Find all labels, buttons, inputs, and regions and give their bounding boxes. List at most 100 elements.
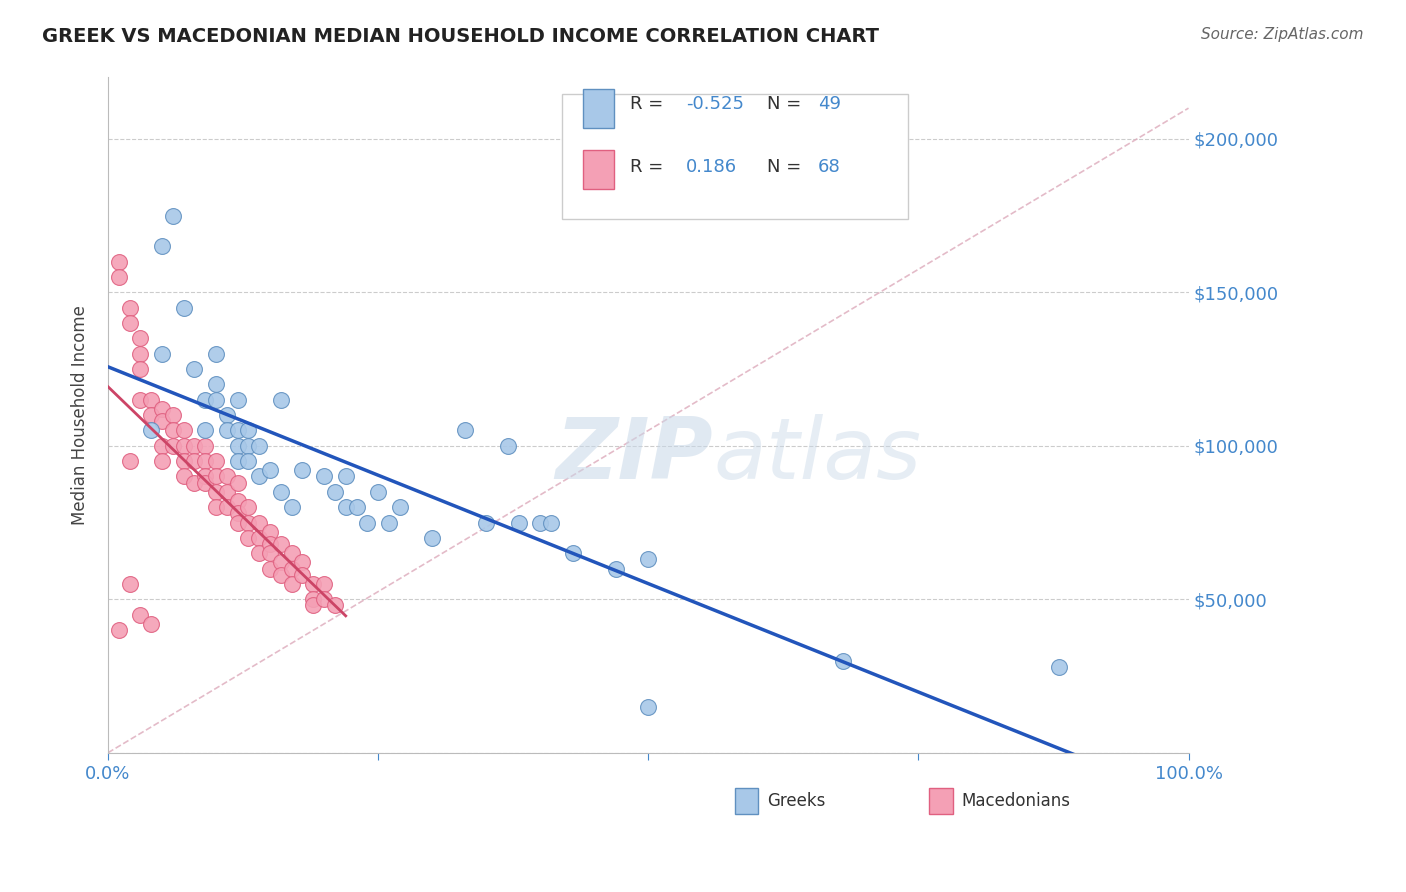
Point <box>194 392 217 407</box>
Point <box>346 500 368 515</box>
Point <box>215 469 238 483</box>
Text: 68: 68 <box>818 158 841 177</box>
Point <box>141 408 163 422</box>
Point <box>314 469 336 483</box>
Point <box>335 500 357 515</box>
Point <box>226 516 249 530</box>
Point <box>205 347 228 361</box>
Y-axis label: Median Household Income: Median Household Income <box>72 305 89 525</box>
Point <box>194 475 217 490</box>
Point <box>215 500 238 515</box>
Text: Macedonians: Macedonians <box>962 792 1070 810</box>
Point <box>453 424 475 438</box>
Point <box>129 607 152 622</box>
Point <box>238 531 260 545</box>
Point <box>215 424 238 438</box>
Point <box>508 516 530 530</box>
Point <box>291 556 314 570</box>
Point <box>259 537 281 551</box>
Text: atlas: atlas <box>713 414 921 497</box>
Point <box>129 392 152 407</box>
Point <box>129 347 152 361</box>
Point <box>238 454 260 468</box>
Point <box>247 531 270 545</box>
Point <box>118 577 141 591</box>
Point <box>118 316 141 330</box>
Text: -0.525: -0.525 <box>686 95 744 113</box>
Point <box>247 439 270 453</box>
Point <box>280 577 302 591</box>
Point <box>226 494 249 508</box>
Point <box>238 500 260 515</box>
Point <box>356 516 378 530</box>
Text: Source: ZipAtlas.com: Source: ZipAtlas.com <box>1201 27 1364 42</box>
Point <box>107 269 129 284</box>
Point <box>226 424 249 438</box>
Bar <box>929 788 953 814</box>
Point <box>183 454 205 468</box>
Point <box>247 516 270 530</box>
Point <box>323 484 346 499</box>
Point <box>367 484 389 499</box>
Text: Greeks: Greeks <box>768 792 825 810</box>
Point <box>150 347 173 361</box>
Text: 49: 49 <box>818 95 841 113</box>
Text: R =: R = <box>630 95 669 113</box>
Point <box>280 500 302 515</box>
Point <box>205 500 228 515</box>
Text: 0.186: 0.186 <box>686 158 737 177</box>
Text: GREEK VS MACEDONIAN MEDIAN HOUSEHOLD INCOME CORRELATION CHART: GREEK VS MACEDONIAN MEDIAN HOUSEHOLD INC… <box>42 27 879 45</box>
Point <box>215 484 238 499</box>
Point <box>270 392 292 407</box>
Point <box>323 599 346 613</box>
Point <box>173 424 195 438</box>
Point <box>194 424 217 438</box>
Point <box>183 362 205 376</box>
Point <box>107 623 129 637</box>
Point <box>226 475 249 490</box>
Point <box>259 524 281 539</box>
Point <box>129 362 152 376</box>
Point <box>141 392 163 407</box>
Text: R =: R = <box>630 158 669 177</box>
Point <box>335 469 357 483</box>
Point <box>162 439 184 453</box>
Point <box>280 546 302 560</box>
Text: ZIP: ZIP <box>555 414 713 497</box>
Point <box>259 463 281 477</box>
Point <box>270 537 292 551</box>
Bar <box>583 150 613 189</box>
Point <box>831 654 853 668</box>
Point <box>637 552 659 566</box>
Point <box>238 424 260 438</box>
Point <box>314 577 336 591</box>
Point <box>388 500 411 515</box>
Point <box>605 561 627 575</box>
Point <box>259 561 281 575</box>
Point <box>420 531 443 545</box>
Point <box>238 516 260 530</box>
Text: N =: N = <box>768 158 807 177</box>
Point <box>637 699 659 714</box>
Point <box>247 546 270 560</box>
Point <box>150 439 173 453</box>
Text: N =: N = <box>768 95 807 113</box>
Bar <box>583 89 613 128</box>
Point <box>141 616 163 631</box>
Point <box>215 408 238 422</box>
FancyBboxPatch shape <box>562 95 908 219</box>
Point <box>205 392 228 407</box>
Point <box>540 516 562 530</box>
Point <box>291 463 314 477</box>
Point <box>270 484 292 499</box>
Point <box>496 439 519 453</box>
Point <box>302 577 325 591</box>
Point <box>561 546 583 560</box>
Point <box>529 516 551 530</box>
Point <box>302 599 325 613</box>
Point <box>129 331 152 345</box>
Point <box>238 439 260 453</box>
Point <box>150 239 173 253</box>
Point <box>107 254 129 268</box>
Point <box>475 516 498 530</box>
